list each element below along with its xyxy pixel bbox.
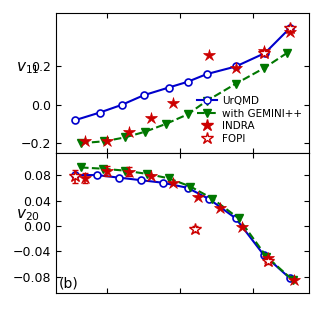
Text: (b): (b) bbox=[59, 277, 79, 291]
Legend: UrQMD, with GEMINI++, INDRA, FOPI: UrQMD, with GEMINI++, INDRA, FOPI bbox=[196, 95, 303, 145]
Y-axis label: $v_{11}$: $v_{11}$ bbox=[16, 60, 40, 76]
Y-axis label: $v_{20}$: $v_{20}$ bbox=[16, 207, 40, 223]
